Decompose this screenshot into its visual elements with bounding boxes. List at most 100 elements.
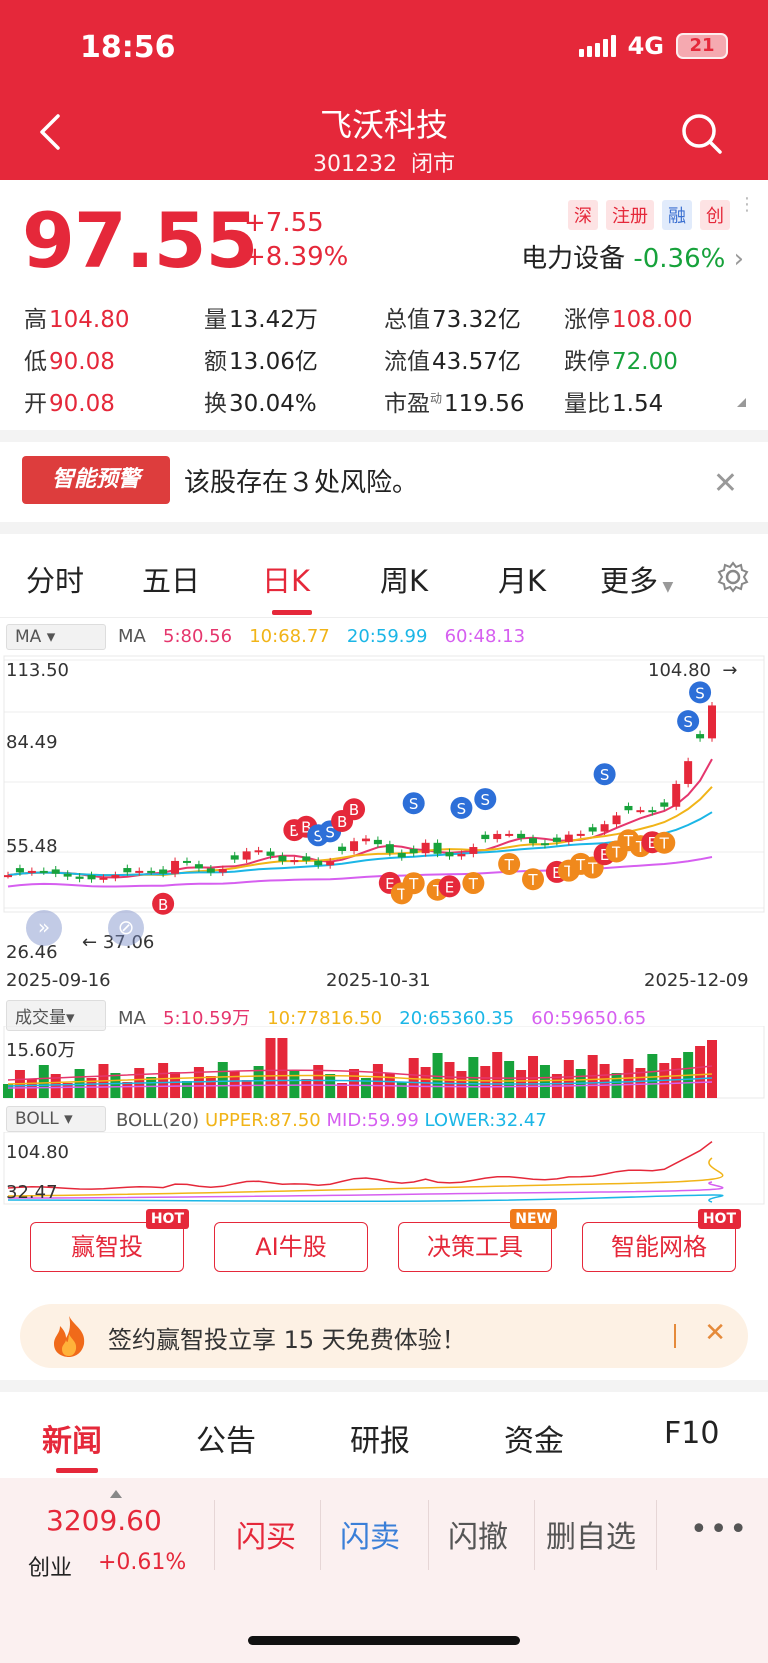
candle-body [326,861,335,866]
stat-cell: 量13.42万 [204,300,384,334]
volume-bar [671,1058,682,1098]
candle-body [302,856,311,861]
tab-daily-k[interactable]: 日K [262,564,311,598]
separator [320,1500,321,1570]
candle-body [99,877,108,880]
volume-bar [313,1065,324,1098]
tab-more-label: 更多 [600,564,659,598]
tab-news[interactable]: 新闻 [42,1424,102,1459]
tab-capital[interactable]: 资金 [504,1424,564,1459]
chart-tabs: 分时 五日 日K 周K 月K 更多 ▼ [0,538,768,618]
volume-bar [349,1069,360,1098]
stats-row: 低90.08 额13.06亿 流值43.57亿 跌停72.00 [24,338,744,380]
gear-icon[interactable] [716,560,750,594]
new-badge: NEW [510,1209,557,1229]
no-marker-icon[interactable]: ⊘ [108,910,144,946]
vol-ma5-line [7,1065,713,1081]
quick-buy-button[interactable]: 闪买 [236,1520,296,1555]
tool-decision-button[interactable]: 决策工具 NEW [398,1209,557,1272]
volume-bar [480,1066,491,1098]
volume-frame [3,1026,765,1099]
separator [656,1500,657,1570]
volume-bar [456,1071,467,1098]
stat-cell: 额13.06亿 [204,342,384,376]
volume-bar [396,1082,407,1098]
promo-banner[interactable]: 签约赢智投立享 15 天免费体验！ ✕ [20,1304,748,1368]
boll-upper-line [7,1157,724,1197]
volume-bar [647,1054,658,1098]
boll-chart[interactable] [0,1132,768,1206]
volume-chart[interactable] [0,1026,768,1100]
stat-label: 量比 [564,391,610,417]
boll-y-bottom: 32.47 [6,1182,58,1203]
candle-body [481,834,490,840]
candle-body [636,810,645,813]
volume-bar [181,1081,192,1098]
expand-triangle-icon[interactable] [737,398,746,407]
stock-code-status: 301232 闭市 [0,146,768,178]
low-marker-label: ← 37.06 [82,932,155,953]
tab-monthly-k[interactable]: 月K [498,564,547,598]
more-dots-icon[interactable]: ••• [690,1512,750,1547]
y-tick-3: 55.48 [6,836,58,857]
close-icon[interactable]: ✕ [712,466,738,501]
back-arrow-icon[interactable] [36,112,66,152]
marker-T [438,875,461,898]
marker-S [402,792,425,815]
tab-intraday[interactable]: 分时 [26,564,85,598]
status-indicators: 4G 21 [578,32,728,60]
marker-label: T [563,863,574,881]
kline-indicator-select[interactable]: MA ▾ [6,624,106,650]
quick-sell-button[interactable]: 闪卖 [340,1520,400,1555]
tab-weekly-k[interactable]: 周K [380,564,429,598]
stat-value: 13.06亿 [229,349,318,375]
stat-label: 涨停 [564,307,610,333]
tool-grid-button[interactable]: 智能网格 HOT [582,1209,741,1272]
alert-text[interactable]: 该股存在３处风险。 [184,468,419,498]
tag-shenzhen: 深 [568,200,598,230]
volume-bar [170,1072,181,1098]
caret-up-icon [110,1490,122,1498]
hot-badge: HOT [145,1209,189,1229]
marker-S [677,710,700,733]
quick-cancel-button[interactable]: 闪撤 [448,1520,508,1555]
scroll-left-icon[interactable]: » [26,910,62,946]
tab-research[interactable]: 研报 [350,1424,410,1459]
tab-more[interactable]: 更多 ▼ [600,558,673,600]
stats-grid: 高104.80 量13.42万 总值73.32亿 涨停108.00 低90.08 额13.… [24,296,744,422]
tab-five-day[interactable]: 五日 [142,564,201,598]
tool-yingzhitou-button[interactable]: 赢智投 HOT [30,1209,189,1272]
tab-announcements[interactable]: 公告 [196,1424,256,1459]
candle-body [39,870,48,873]
tab-f10[interactable]: F10 [664,1416,720,1451]
tag-registered: 注册 [606,200,654,230]
stat-value: 1.54 [612,391,664,417]
tool-ai-stock-button[interactable]: AI牛股 [214,1222,368,1272]
index-value[interactable]: 3209.60 [46,1504,162,1537]
marker-label: S [409,795,419,813]
search-icon[interactable] [680,112,724,156]
boll-indicator-select[interactable]: BOLL ▾ [6,1106,106,1132]
sector-name: 电力设备 [521,244,626,274]
close-icon[interactable]: ✕ [704,1318,726,1348]
candle-body [660,802,669,807]
vol-ma5: 5:10.59万 [163,1008,251,1029]
boll-frame [3,1132,765,1205]
marker-B [152,892,175,915]
pe-type-superscript: 动 [430,391,443,406]
stat-cell: 流值43.57亿 [384,342,564,376]
more-dots-icon[interactable]: ⋮ [738,194,756,215]
home-indicator [248,1636,520,1645]
x-tick-start: 2025-09-16 [6,970,111,991]
sector-link[interactable]: 电力设备 -0.36% › [521,238,744,275]
candle-body [708,705,716,739]
marker-label: B [158,896,168,914]
candle-body [338,846,347,851]
volume-bar [504,1061,515,1098]
ma-line-20 [7,811,713,877]
signal-icon [578,35,616,57]
marker-label: E [600,846,609,864]
marker-label: T [396,885,407,903]
remove-watchlist-button[interactable]: 删自选 [546,1520,636,1555]
